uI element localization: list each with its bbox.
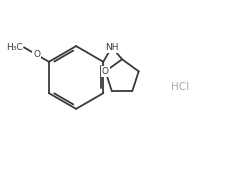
- Text: O: O: [33, 50, 40, 59]
- Text: HCl: HCl: [171, 82, 189, 92]
- Text: O: O: [102, 67, 109, 76]
- Text: NH: NH: [105, 43, 119, 52]
- Text: H₃C: H₃C: [6, 43, 22, 52]
